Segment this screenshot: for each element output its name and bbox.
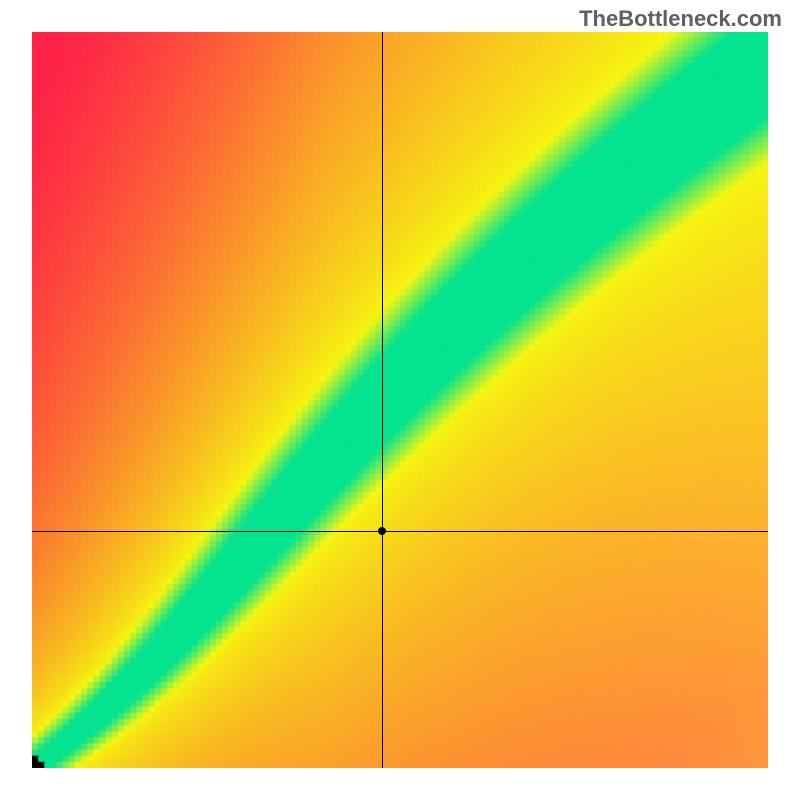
selection-marker (378, 527, 386, 535)
crosshair-horizontal (32, 531, 768, 532)
crosshair-vertical (382, 32, 383, 768)
heatmap-canvas (32, 32, 768, 768)
watermark-text: TheBottleneck.com (579, 6, 782, 32)
heatmap-plot-area (32, 32, 768, 768)
